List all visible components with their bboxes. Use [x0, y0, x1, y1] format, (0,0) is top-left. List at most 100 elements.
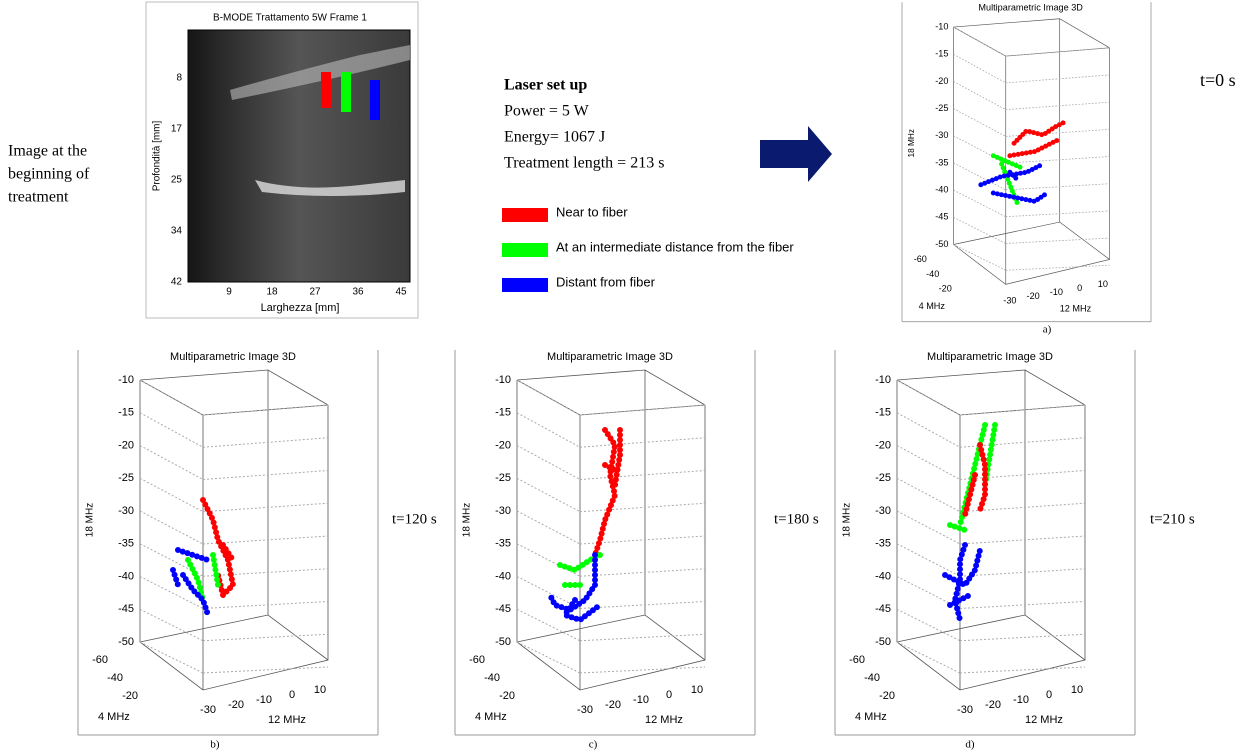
x-tick-label: -40: [926, 269, 939, 279]
z-tick-label: -15: [495, 407, 511, 419]
bmode-ytick: 34: [171, 226, 183, 237]
x-tick-label: -40: [107, 672, 123, 684]
x-tick-label: -20: [122, 690, 138, 702]
grid-line: [579, 666, 706, 674]
point-cloud: [547, 552, 603, 624]
z-tick-label: -35: [118, 538, 134, 550]
plot-title: Multiparametric Image 3D: [170, 351, 296, 363]
z-tick-label: -15: [118, 407, 134, 419]
z-tick-label: -50: [935, 239, 948, 249]
y-tick-label: -30: [200, 704, 216, 716]
plot-3d: Multiparametric Image 3D-10-15-20-25-30-…: [454, 350, 756, 736]
z-tick-label: -40: [875, 570, 891, 582]
grid-line: [579, 470, 706, 480]
point-cloud: [170, 547, 211, 618]
y-tick-label: -20: [985, 699, 1001, 711]
legend-swatch: [502, 278, 548, 292]
grid-line: [579, 633, 706, 642]
grid-line: [959, 568, 1086, 577]
grid-line: [139, 510, 204, 545]
bmode-xtick: 9: [226, 287, 232, 298]
y-axis-label: 12 MHz: [268, 714, 306, 726]
z-axis-label: 18 MHz: [842, 503, 853, 537]
grid-line: [202, 404, 329, 416]
grid-line: [959, 470, 1086, 480]
z-tick-label: -45: [118, 603, 134, 615]
z-tick-label: -30: [118, 505, 134, 517]
time-label: t=210 s: [1150, 511, 1195, 527]
x-axis-label: 4 MHz: [919, 301, 946, 311]
y-tick-label: 0: [1077, 283, 1082, 293]
caption-line: beginning of: [8, 166, 90, 183]
grid-line: [579, 502, 706, 513]
legend-label: Near to fiber: [556, 204, 628, 219]
point-cloud: [978, 161, 1050, 204]
grid-line: [953, 26, 1006, 57]
time-label: t=180 s: [774, 511, 819, 527]
z-tick-label: -30: [875, 505, 891, 517]
grid-line: [959, 535, 1086, 545]
grid-line: [139, 641, 204, 674]
grid-line: [139, 445, 204, 480]
z-tick-label: -25: [935, 103, 948, 113]
axes-box: [516, 369, 706, 691]
plot-caption: d): [965, 739, 975, 751]
grid-line: [953, 108, 1006, 137]
y-tick-label: -10: [1013, 694, 1029, 706]
bmode-ytick: 25: [171, 175, 183, 186]
grid-line: [579, 568, 706, 577]
grid-line: [953, 216, 1006, 244]
z-tick-label: -15: [935, 49, 948, 59]
y-axis-label: 12 MHz: [645, 714, 683, 726]
plot-title: Multiparametric Image 3D: [927, 351, 1053, 363]
grid-line: [1005, 101, 1110, 111]
grid-line: [516, 445, 581, 480]
z-tick-label: -50: [875, 636, 891, 648]
point-cloud: [1007, 120, 1067, 159]
z-tick-label: -45: [495, 603, 511, 615]
z-tick-label: -30: [935, 130, 948, 140]
plot-caption: c): [589, 739, 598, 751]
x-tick-label: -60: [914, 254, 927, 264]
y-tick-label: 10: [691, 684, 703, 696]
z-tick-label: -35: [935, 157, 948, 167]
setup-title: Laser set up: [504, 77, 587, 94]
grid-line: [896, 477, 961, 513]
z-tick-label: -40: [118, 570, 134, 582]
time-label: t=120 s: [392, 511, 437, 527]
z-tick-label: -20: [875, 439, 891, 451]
plot-caption: a): [1043, 324, 1052, 336]
echo-band: [255, 180, 405, 196]
grid-line: [516, 477, 581, 513]
z-tick-label: -25: [875, 472, 891, 484]
x-tick-label: -20: [499, 690, 515, 702]
z-tick-label: -10: [935, 21, 948, 31]
grid-line: [896, 543, 961, 577]
roi-blue: [370, 80, 380, 120]
z-tick-label: -50: [495, 636, 511, 648]
z-axis-label: 18 MHz: [85, 503, 96, 537]
grid-line: [896, 412, 961, 448]
grid-line: [516, 379, 581, 416]
x-tick-label: -40: [484, 672, 500, 684]
x-tick-label: -20: [879, 690, 895, 702]
grid-line: [202, 470, 329, 480]
bmode-ytick: 42: [171, 277, 183, 288]
z-tick-label: -45: [875, 603, 891, 615]
bmode-xtick: 36: [352, 287, 364, 298]
y-tick-label: 0: [289, 689, 295, 701]
setup-line: Power = 5 W: [504, 103, 590, 120]
setup-line: Treatment length = 213 s: [504, 155, 664, 172]
y-tick-label: -10: [256, 694, 272, 706]
z-axis-label: 18 MHz: [462, 503, 473, 537]
bmode-xtick: 18: [266, 287, 278, 298]
z-tick-label: -20: [118, 439, 134, 451]
grid-line: [959, 404, 1086, 416]
point-cloud: [185, 552, 221, 603]
roi-red: [321, 72, 331, 108]
caption-line: treatment: [8, 189, 69, 206]
x-tick-label: -20: [939, 284, 952, 294]
bmode-title: B-MODE Trattamento 5W Frame 1: [213, 13, 367, 24]
plot-3d: Multiparametric Image 3D-10-15-20-25-30-…: [834, 350, 1136, 736]
grid-line: [202, 666, 329, 674]
